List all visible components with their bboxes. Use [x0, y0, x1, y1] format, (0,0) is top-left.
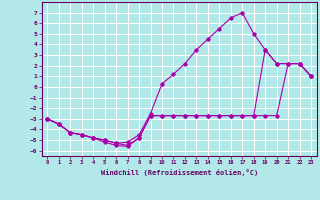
- X-axis label: Windchill (Refroidissement éolien,°C): Windchill (Refroidissement éolien,°C): [100, 169, 258, 176]
